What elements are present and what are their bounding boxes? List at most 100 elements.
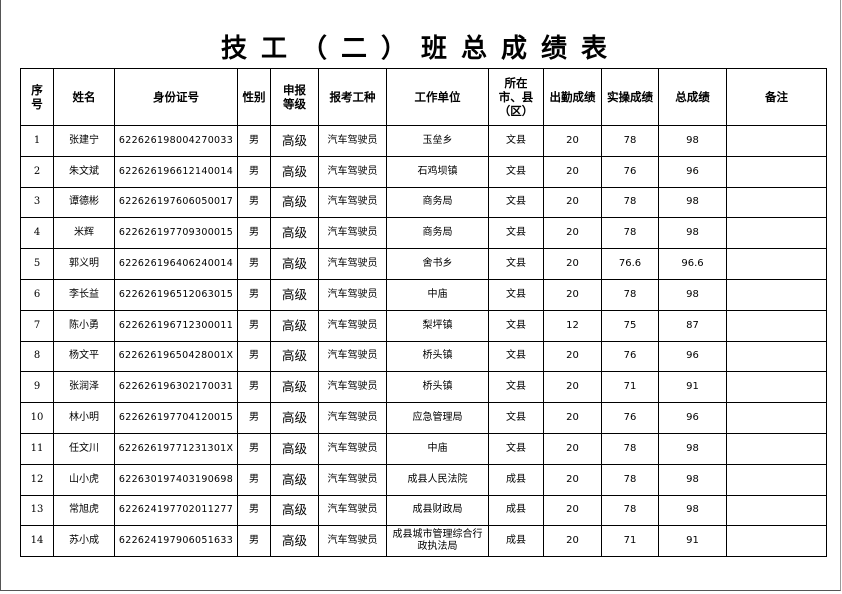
cell-attendance: 20 bbox=[543, 217, 602, 250]
cell-practical: 78 bbox=[601, 494, 659, 527]
cell-remarks bbox=[726, 125, 827, 157]
cell-gender: 男 bbox=[237, 432, 271, 465]
cell-name: 朱文斌 bbox=[53, 155, 115, 188]
cell-gender: 男 bbox=[237, 402, 271, 434]
cell-gender: 男 bbox=[237, 371, 271, 404]
cell-attendance: 20 bbox=[543, 125, 602, 157]
cell-level: 高级 bbox=[270, 371, 319, 404]
header-col-employer: 工作单位 bbox=[386, 68, 489, 126]
cell-practical: 78 bbox=[601, 278, 659, 311]
cell-index: 13 bbox=[20, 494, 54, 527]
cell-total: 98 bbox=[658, 463, 727, 496]
cell-gender: 男 bbox=[237, 155, 271, 188]
cell-level: 高级 bbox=[270, 309, 319, 342]
cell-name: 任文川 bbox=[53, 432, 115, 465]
cell-gender: 男 bbox=[237, 309, 271, 342]
cell-id: 622626196712300011 bbox=[114, 309, 238, 342]
cell-name: 苏小成 bbox=[53, 525, 115, 558]
header-col-region: 所在市、县（区） bbox=[488, 68, 544, 126]
cell-practical: 78 bbox=[601, 125, 659, 157]
cell-index: 4 bbox=[20, 217, 54, 250]
cell-total: 98 bbox=[658, 186, 727, 219]
cell-total: 91 bbox=[658, 525, 727, 558]
cell-total: 98 bbox=[658, 125, 727, 157]
table-row: 1 张建宁 622626198004270033 男高级 汽车驾驶员 玉垒乡 文县 20 78 9… bbox=[20, 125, 827, 157]
cell-gender: 男 bbox=[237, 248, 271, 280]
cell-total: 96 bbox=[658, 340, 727, 373]
cell-region: 文县 bbox=[488, 186, 544, 219]
cell-gender: 男 bbox=[237, 525, 271, 558]
cell-remarks bbox=[726, 432, 827, 465]
cell-id: 622626196612140014 bbox=[114, 155, 238, 188]
cell-attendance: 20 bbox=[543, 186, 602, 219]
cell-remarks bbox=[726, 463, 827, 496]
cell-remarks bbox=[726, 340, 827, 373]
cell-practical: 75 bbox=[601, 309, 659, 342]
cell-name: 郭义明 bbox=[53, 248, 115, 280]
cell-remarks bbox=[726, 217, 827, 250]
cell-remarks bbox=[726, 248, 827, 280]
cell-region: 文县 bbox=[488, 125, 544, 157]
table-row: 5 郭义明 622626196406240014 男高级 汽车驾驶员 舍书乡 文县 20 76.… bbox=[20, 248, 827, 280]
table-row: 2 朱文斌 622626196612140014 男高级 汽车驾驶员 石鸡坝镇 文县 20 76… bbox=[20, 155, 827, 188]
cell-attendance: 20 bbox=[543, 340, 602, 373]
cell-id: 62262619771231301X bbox=[114, 432, 238, 465]
cell-remarks bbox=[726, 155, 827, 188]
cell-name: 陈小勇 bbox=[53, 309, 115, 342]
cell-practical: 76 bbox=[601, 155, 659, 188]
cell-trade: 汽车驾驶员 bbox=[318, 371, 387, 404]
cell-level: 高级 bbox=[270, 155, 319, 188]
table-row: 12 山小虎 622630197403190698 男高级 汽车驾驶员 成县人民法院 成县 2… bbox=[20, 463, 827, 496]
cell-index: 14 bbox=[20, 525, 54, 558]
header-row: 序号 姓名 身份证号 性别 申报等级 报考工种 工作单位 所在市、县（区） 出勤成绩 实操成绩 总成… bbox=[20, 68, 827, 126]
cell-practical: 78 bbox=[601, 186, 659, 219]
header-col-gender: 性别 bbox=[237, 68, 271, 126]
cell-remarks bbox=[726, 402, 827, 434]
cell-employer: 玉垒乡 bbox=[386, 125, 489, 157]
header-col-trade: 报考工种 bbox=[318, 68, 387, 126]
cell-attendance: 20 bbox=[543, 248, 602, 280]
cell-region: 文县 bbox=[488, 309, 544, 342]
table-row: 7 陈小勇 622626196712300011 男高级 汽车驾驶员 梨坪镇 文县 12 75 8… bbox=[20, 309, 827, 342]
cell-practical: 76 bbox=[601, 402, 659, 434]
cell-trade: 汽车驾驶员 bbox=[318, 432, 387, 465]
cell-level: 高级 bbox=[270, 402, 319, 434]
cell-trade: 汽车驾驶员 bbox=[318, 278, 387, 311]
cell-trade: 汽车驾驶员 bbox=[318, 155, 387, 188]
cell-practical: 76.6 bbox=[601, 248, 659, 280]
cell-total: 98 bbox=[658, 217, 727, 250]
cell-id: 622624197906051633 bbox=[114, 525, 238, 558]
cell-level: 高级 bbox=[270, 217, 319, 250]
cell-region: 文县 bbox=[488, 340, 544, 373]
cell-id: 622630197403190698 bbox=[114, 463, 238, 496]
cell-region: 文县 bbox=[488, 371, 544, 404]
cell-region: 成县 bbox=[488, 463, 544, 496]
cell-trade: 汽车驾驶员 bbox=[318, 248, 387, 280]
cell-name: 米辉 bbox=[53, 217, 115, 250]
cell-index: 9 bbox=[20, 371, 54, 404]
cell-employer: 舍书乡 bbox=[386, 248, 489, 280]
header-col-index: 序号 bbox=[20, 68, 54, 126]
table-row: 9 张润泽 622626196302170031 男高级 汽车驾驶员 桥头镇 文县 20 71 9… bbox=[20, 371, 827, 404]
cell-remarks bbox=[726, 278, 827, 311]
table-row: 13 常旭虎 622624197702011277 男高级 汽车驾驶员 成县财政局 成县 20… bbox=[20, 494, 827, 527]
cell-practical: 78 bbox=[601, 217, 659, 250]
cell-name: 张润泽 bbox=[53, 371, 115, 404]
table-row: 8 杨文平 62262619650428001X 男高级 汽车驾驶员 桥头镇 文县 20 76 9… bbox=[20, 340, 827, 373]
cell-name: 常旭虎 bbox=[53, 494, 115, 527]
cell-total: 98 bbox=[658, 494, 727, 527]
cell-region: 成县 bbox=[488, 525, 544, 558]
cell-employer: 中庙 bbox=[386, 432, 489, 465]
cell-total: 96 bbox=[658, 402, 727, 434]
cell-region: 文县 bbox=[488, 278, 544, 311]
cell-region: 文县 bbox=[488, 402, 544, 434]
cell-total: 98 bbox=[658, 432, 727, 465]
cell-region: 文县 bbox=[488, 432, 544, 465]
score-table: 序号 姓名 身份证号 性别 申报等级 报考工种 工作单位 所在市、县（区） 出勤成绩 实操成绩 总成… bbox=[20, 68, 827, 558]
cell-trade: 汽车驾驶员 bbox=[318, 340, 387, 373]
page-title: 技工（二）班总成绩表 bbox=[220, 34, 621, 64]
cell-gender: 男 bbox=[237, 463, 271, 496]
cell-remarks bbox=[726, 494, 827, 527]
cell-id: 622626197704120015 bbox=[114, 402, 238, 434]
